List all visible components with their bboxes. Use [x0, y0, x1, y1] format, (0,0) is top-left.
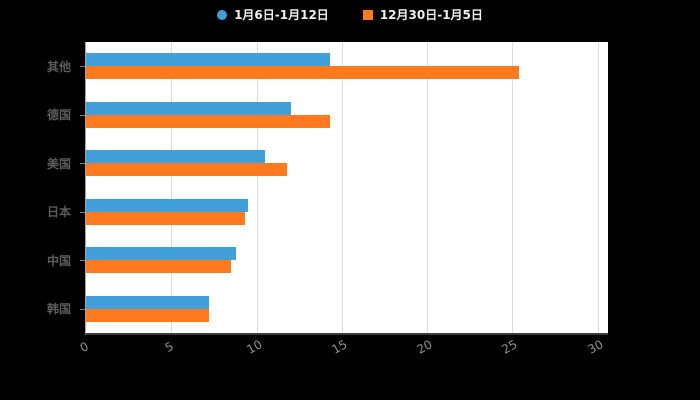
bar-group: [80, 285, 608, 334]
bar-group: [80, 236, 608, 285]
bar-previous-week: [86, 163, 288, 177]
y-tick-mark: [80, 66, 85, 68]
y-tick-mark: [80, 163, 85, 165]
gridline: [341, 42, 343, 333]
gridline: [427, 42, 429, 333]
bar-current-week: [86, 53, 330, 67]
x-tick-label: 5: [162, 339, 177, 355]
x-tick-label: 30: [585, 337, 606, 357]
y-tick-mark: [80, 114, 85, 116]
y-axis-label: 德国: [46, 108, 71, 123]
gridline: [171, 42, 173, 333]
x-tick-label: 20: [414, 337, 435, 357]
bar-previous-week: [86, 66, 520, 80]
legend-marker-circle-icon: [217, 9, 228, 20]
y-axis-label: 日本: [46, 205, 71, 220]
legend-label: 1月6日-1月12日: [234, 8, 329, 22]
legend-marker-square-icon: [362, 9, 373, 20]
bar-current-week: [86, 295, 209, 309]
y-axis-label: 其他: [46, 59, 71, 74]
x-axis-labels: 0 5 10 15 20 25 30: [78, 337, 607, 366]
bar-current-week: [86, 150, 266, 164]
gridline: [512, 42, 514, 333]
y-tick-mark: [80, 211, 85, 213]
bar-group: [80, 91, 608, 140]
plot-area: [80, 42, 608, 335]
y-tick-mark: [80, 260, 85, 262]
legend-label: 12月30日-1月5日: [379, 8, 483, 22]
x-tick-label: 25: [499, 337, 520, 357]
x-tick-label: 0: [77, 339, 91, 355]
bar-current-week: [86, 198, 249, 212]
x-tick-label: 15: [329, 337, 350, 357]
x-tick-label: 10: [244, 337, 265, 357]
y-axis-label: 韩国: [46, 302, 71, 317]
chart-legend: 1月6日-1月12日 12月30日-1月5日: [0, 6, 700, 23]
gridline: [597, 42, 599, 333]
bar-previous-week: [86, 308, 209, 322]
bar-previous-week: [86, 260, 231, 274]
bar-previous-week: [86, 211, 245, 225]
legend-item-previous-week[interactable]: 12月30日-1月5日: [362, 6, 483, 23]
gridline: [256, 42, 258, 333]
y-axis-labels: 其他德国美国日本中国韩国: [0, 42, 80, 333]
bar-group: [80, 188, 608, 237]
y-tick-mark: [80, 308, 85, 310]
y-axis-label: 中国: [46, 253, 71, 268]
bar-current-week: [86, 247, 237, 261]
bar-previous-week: [86, 114, 330, 128]
bar-group: [80, 139, 608, 188]
bar-current-week: [86, 101, 291, 115]
y-axis-label: 美国: [46, 156, 71, 171]
legend-item-current-week[interactable]: 1月6日-1月12日: [217, 6, 329, 23]
bar-group: [80, 42, 608, 91]
